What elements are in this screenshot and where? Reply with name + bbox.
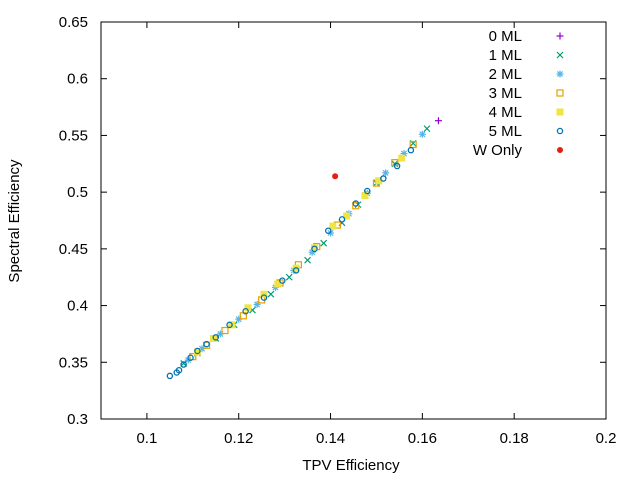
- data-point: [180, 361, 187, 368]
- data-point: [311, 245, 318, 253]
- data-point: [221, 326, 229, 335]
- y-tick-label: 0.6: [67, 71, 88, 88]
- data-point: [343, 212, 351, 220]
- data-point: [332, 173, 339, 180]
- y-tick-label: 0.4: [67, 298, 88, 315]
- data-point: [226, 321, 233, 329]
- y-tick-label: 0.3: [67, 411, 88, 428]
- data-point: [193, 348, 201, 356]
- legend-label: 5 ML: [489, 123, 522, 140]
- plot-frame: [100, 21, 607, 420]
- x-tick-label: 0.12: [224, 430, 253, 447]
- legend-label: W Only: [473, 142, 523, 159]
- data-point: [253, 300, 261, 308]
- legend-label: 2 ML: [489, 66, 522, 83]
- data-point: [260, 294, 268, 301]
- data-point: [364, 187, 371, 195]
- legend: 0 ML 1 ML 2 ML 3 ML 4 ML 5 ML W Only: [473, 28, 564, 159]
- x-tick-label: 0.18: [500, 430, 529, 447]
- data-points: [166, 117, 442, 380]
- data-point: [310, 244, 318, 252]
- data-point: [398, 154, 406, 162]
- y-axis-label: Spectral Efficiency: [6, 159, 23, 283]
- data-point: [267, 290, 275, 298]
- data-point: [320, 239, 328, 247]
- data-point: [407, 146, 415, 154]
- data-point: [285, 273, 293, 281]
- y-tick-label: 0.45: [59, 241, 88, 258]
- legend-marker: [556, 89, 564, 97]
- legend-marker: [556, 70, 564, 78]
- y-tick-label: 0.5: [67, 184, 88, 201]
- data-point: [279, 277, 286, 284]
- data-point: [434, 117, 442, 125]
- x-tick-label: 0.2: [596, 430, 617, 447]
- data-point: [382, 169, 390, 177]
- data-point: [244, 304, 252, 312]
- legend-marker: [557, 147, 563, 153]
- legend-marker: [556, 32, 564, 40]
- data-point: [274, 280, 282, 288]
- data-point: [409, 140, 417, 149]
- legend-label: 1 ML: [489, 47, 522, 64]
- data-point: [292, 267, 300, 274]
- x-tick-label: 0.1: [136, 430, 157, 447]
- axis-ticks: 0.1 0.12 0.14 0.16 0.18 0.2 0.3 0.35 0.4 0.45 0.5 0…: [59, 14, 617, 447]
- y-tick-label: 0.35: [59, 354, 88, 371]
- data-point: [338, 216, 346, 223]
- data-point: [423, 125, 431, 133]
- data-point: [308, 248, 316, 256]
- data-point: [329, 222, 337, 230]
- data-point: [393, 162, 401, 170]
- data-point: [203, 340, 210, 348]
- data-point: [361, 192, 369, 200]
- legend-label: 0 ML: [489, 28, 522, 45]
- data-point: [173, 369, 180, 376]
- data-point: [242, 307, 249, 315]
- data-point: [166, 372, 174, 380]
- data-point: [375, 177, 383, 185]
- legend-label: 3 ML: [489, 85, 522, 102]
- y-tick-label: 0.65: [59, 14, 88, 31]
- data-point: [352, 202, 360, 210]
- data-point: [260, 290, 268, 298]
- data-point: [324, 227, 332, 234]
- x-tick-label: 0.14: [316, 430, 345, 447]
- data-point: [418, 130, 426, 138]
- legend-label: 4 ML: [489, 104, 522, 121]
- data-point: [187, 354, 194, 361]
- x-axis-label: TPV Efficiency: [302, 457, 400, 474]
- x-tick-label: 0.16: [408, 430, 437, 447]
- legend-marker: [556, 127, 564, 135]
- y-tick-label: 0.55: [59, 127, 88, 144]
- data-point: [352, 200, 360, 207]
- legend-marker: [556, 108, 564, 116]
- data-point: [304, 256, 312, 264]
- data-point: [380, 175, 387, 182]
- data-point: [194, 347, 201, 355]
- legend-marker: [556, 51, 564, 59]
- data-point: [212, 334, 220, 341]
